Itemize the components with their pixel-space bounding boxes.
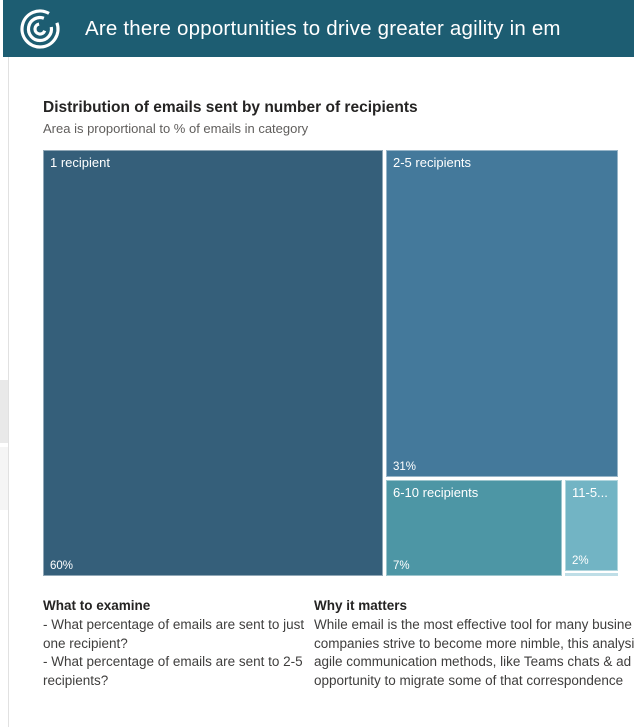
- why-line: agile communication methods, like Teams …: [314, 654, 632, 670]
- examine-item: - What percentage of emails are sent to …: [43, 617, 305, 651]
- why-line: companies strive to become more nimble, …: [314, 635, 634, 651]
- treemap-cell-6-10-recipients[interactable]: 6-10 recipients 7%: [386, 480, 562, 576]
- concentric-arcs-pulse-icon: [20, 9, 60, 49]
- section-heading-why-it-matters: Why it matters: [314, 598, 408, 613]
- treemap-cell-label: 2-5 recipients: [393, 155, 472, 170]
- treemap-chart: 1 recipient 60% 2-5 recipients 31% 6-10 …: [43, 150, 618, 576]
- treemap-cell-value: 60%: [50, 560, 74, 572]
- report-subtitle: Area is proportional to % of emails in c…: [43, 121, 309, 136]
- report-title: Distribution of emails sent by number of…: [43, 99, 418, 116]
- treemap-cell-label: 11-5...: [572, 485, 608, 500]
- treemap-cell-value: 31%: [393, 461, 417, 473]
- treemap-cell-value: 7%: [393, 560, 410, 572]
- app-header-title: Are there opportunities to drive greater…: [85, 16, 561, 40]
- background-card-top: [0, 380, 8, 443]
- treemap-cell-2-5-recipients[interactable]: 2-5 recipients 31%: [386, 150, 618, 477]
- section-body-what-to-examine: - What percentage of emails are sent to …: [43, 616, 307, 691]
- treemap-cell-sliver[interactable]: [565, 573, 618, 576]
- treemap-cell-1-recipient[interactable]: 1 recipient 60%: [43, 150, 383, 576]
- section-body-why-it-matters: While email is the most effective tool f…: [314, 616, 634, 691]
- background-card-bottom: [0, 447, 8, 510]
- treemap-cell-label: 6-10 recipients: [393, 485, 479, 500]
- treemap-cell-11-50-recipients[interactable]: 11-5... 2%: [565, 480, 618, 571]
- treemap-cell-label: 1 recipient: [50, 155, 110, 170]
- panel-divider: [8, 57, 9, 727]
- examine-item: - What percentage of emails are sent to …: [43, 654, 303, 689]
- section-heading-what-to-examine: What to examine: [43, 598, 151, 613]
- why-line: While email is the most effective tool f…: [314, 617, 632, 632]
- app-header: Are there opportunities to drive greater…: [3, 0, 634, 57]
- why-line: opportunity to migrate some of that corr…: [314, 673, 624, 689]
- treemap-cell-value: 2%: [572, 555, 589, 567]
